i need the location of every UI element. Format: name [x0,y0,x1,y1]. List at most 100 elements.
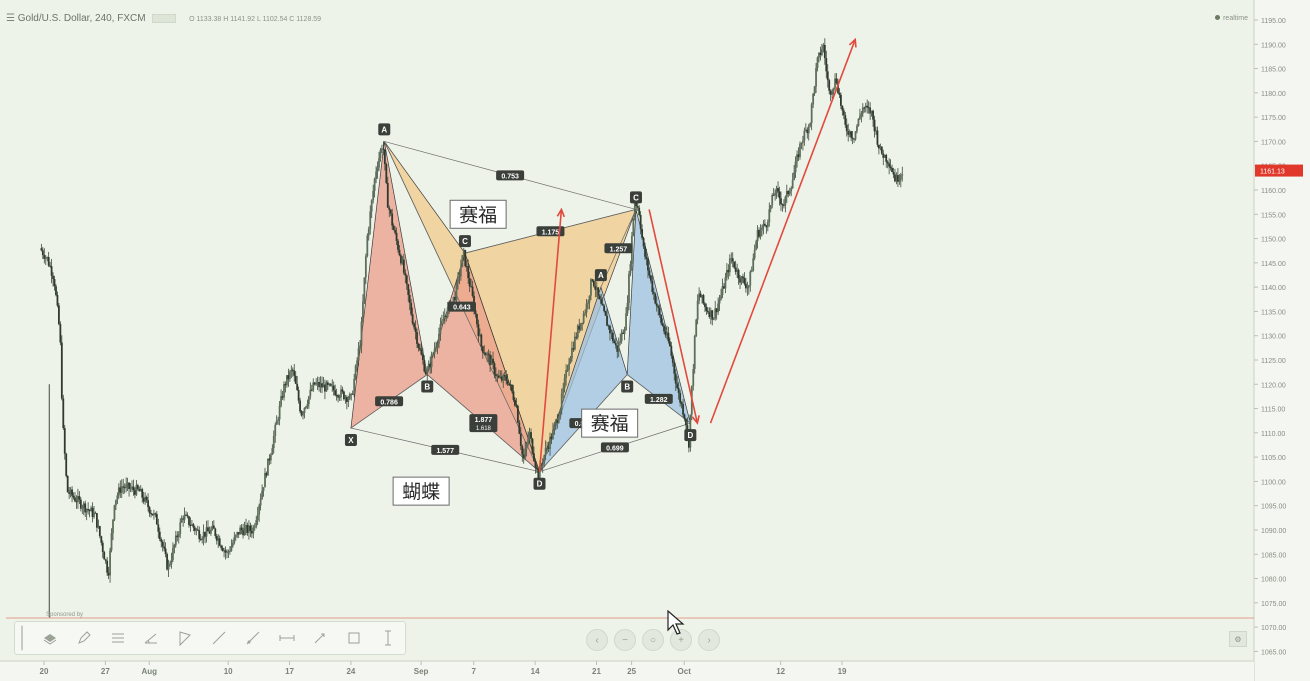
scroll-left-button[interactable]: ‹ [586,629,608,651]
angle-icon[interactable] [137,625,165,651]
candle-body [886,161,889,164]
reset-view-button[interactable]: ○ [642,629,664,651]
scroll-right-button[interactable]: › [698,629,720,651]
ratio-label: 1.282 [650,397,668,404]
candle-body [429,363,432,368]
candle-body [673,362,676,374]
candle-body [696,300,699,320]
candle-body [648,270,651,276]
candle-body [277,419,280,421]
candle-body [430,354,433,368]
candle-body [860,113,863,117]
butterfly-triangle-xab[interactable] [350,141,428,429]
candle-body [233,537,236,543]
candle-body [516,405,519,423]
lines-icon[interactable] [104,625,132,651]
candle-body [832,87,835,92]
point-label: D [687,431,693,440]
candle-body [360,321,363,346]
candle-body [509,384,512,386]
candle-body [744,283,747,289]
current-price-tag [1255,164,1303,177]
candle-body [188,516,190,525]
pattern-name-label: 赛福 [591,413,629,435]
zoom-out-button[interactable]: − [614,629,636,651]
point-badge [378,123,391,136]
candle-body [457,276,459,283]
candle-body [477,324,480,337]
pattern-name-box[interactable] [449,199,507,229]
candle-body [46,257,49,259]
y-tick-label: 1075.00 [1261,601,1286,608]
ratio-labels: 0.786 1.577 1.877 1.618 0.643 0.753 1.175 1.257… [375,170,673,455]
candle-body [535,467,538,469]
arrow-line-icon[interactable] [307,625,335,651]
candle-body [511,384,513,392]
candle-body [338,397,341,399]
candle-body [326,382,329,385]
pattern-name-box[interactable] [392,476,450,506]
triangle-icon[interactable] [171,625,199,651]
candle-body [66,475,69,493]
candle-body [65,453,68,476]
price-axis-panel[interactable] [1254,0,1310,681]
candle-body [189,524,192,526]
candle-body [819,52,822,55]
y-tick-label: 1090.00 [1261,528,1286,535]
trend-line-icon[interactable] [205,625,233,651]
candle-body [746,287,749,289]
ray-icon[interactable] [239,625,267,651]
candle-body [578,325,581,330]
candle-body [476,314,478,325]
candle-body [90,507,92,512]
candle-body [823,44,826,59]
candle-body [660,315,663,323]
candle-body [721,286,724,296]
pattern-name-box[interactable] [581,408,639,438]
candle-body [804,129,807,131]
candle-body [493,363,496,375]
candle-body [730,258,733,260]
candle-body [100,536,103,543]
candle-body [397,240,399,250]
candle-body [376,167,379,172]
ratio-label: 0.699 [606,445,624,452]
cypher2-triangle-bcd[interactable] [626,209,691,425]
horizontal-line-icon[interactable] [273,625,301,651]
time-axis-panel[interactable] [0,661,1254,681]
candle-body [759,230,762,237]
trend-arrow[interactable] [709,39,856,424]
candle-body [126,482,129,485]
candle-body [512,391,515,400]
candle-body [272,436,275,449]
candle-body [787,190,790,195]
candle-body [677,388,680,393]
candle-body [882,153,885,158]
candle-body [467,266,470,279]
candle-body [543,455,546,464]
settings-gear-icon[interactable]: ⚙ [1229,631,1247,647]
candle-body [337,395,339,398]
pencil-icon[interactable] [70,625,98,651]
x-tick-label: 19 [838,667,847,676]
candle-body [863,107,866,109]
candle-body [797,154,800,158]
toolbar-handle[interactable] [21,625,30,651]
candle-body [382,148,385,150]
candle-body [115,499,117,506]
vertical-line-icon[interactable] [374,625,402,651]
ratio-badge [447,301,476,312]
layers-icon[interactable] [36,625,64,651]
candle-body [604,311,607,316]
trend-arrow[interactable] [648,209,699,424]
point-label: D [537,480,543,489]
candle-body [445,315,448,318]
menu-icon[interactable]: ☰ [6,13,15,24]
rectangle-icon[interactable] [340,625,368,651]
trend-arrow[interactable] [538,209,563,472]
candle-body [636,206,639,208]
candle-body [598,295,601,300]
candle-body [471,286,474,296]
zoom-in-button[interactable]: + [670,629,692,651]
